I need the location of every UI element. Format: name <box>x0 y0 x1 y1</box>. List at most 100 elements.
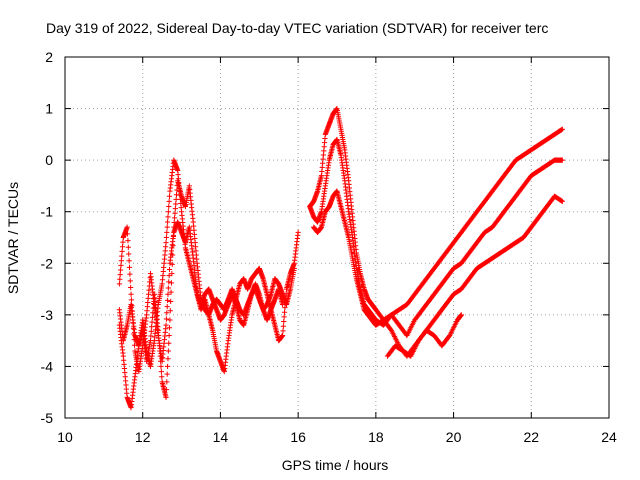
data-series <box>116 105 565 411</box>
data-point <box>156 338 162 344</box>
y-tick-label: -2 <box>41 255 54 271</box>
data-point <box>118 262 124 268</box>
data-point <box>168 280 175 286</box>
data-point <box>281 309 288 315</box>
data-point <box>164 297 171 304</box>
data-point <box>117 272 123 278</box>
data-point <box>170 252 176 258</box>
data-point <box>163 234 170 241</box>
data-point <box>150 305 156 311</box>
data-point <box>151 296 157 302</box>
data-point <box>157 358 164 364</box>
data-point <box>166 279 172 285</box>
data-point <box>166 203 172 210</box>
data-point <box>280 328 286 334</box>
data-point <box>164 229 170 235</box>
data-point <box>126 264 133 271</box>
data-point <box>163 394 169 400</box>
data-point <box>125 244 131 250</box>
data-point <box>165 209 171 215</box>
data-point <box>280 332 286 339</box>
data-point <box>148 328 154 334</box>
data-point <box>155 327 161 333</box>
data-point <box>149 314 156 321</box>
data-point <box>163 322 169 328</box>
data-point <box>164 379 170 385</box>
x-tick-label: 10 <box>57 429 73 445</box>
data-point <box>281 318 287 325</box>
y-tick-label: -4 <box>41 358 54 374</box>
data-point <box>173 192 180 198</box>
data-point <box>127 271 133 277</box>
data-point <box>156 332 162 339</box>
data-point <box>166 193 173 199</box>
data-point <box>172 210 178 216</box>
data-point <box>281 314 287 320</box>
data-point <box>165 356 171 362</box>
data-point <box>116 281 122 287</box>
data-point <box>156 343 163 349</box>
data-point <box>558 127 565 133</box>
data-point <box>119 253 125 259</box>
data-point <box>149 324 155 330</box>
data-point <box>119 244 126 250</box>
data-point <box>163 316 170 322</box>
data-point <box>158 363 164 370</box>
data-point <box>166 325 173 331</box>
data-point <box>131 342 138 348</box>
series-7 <box>384 312 464 359</box>
x-tick-labels: 10 12 14 16 18 20 22 24 <box>57 429 617 445</box>
x-tick-label: 18 <box>368 429 384 445</box>
data-point <box>559 157 565 163</box>
plot-frame <box>64 56 610 419</box>
data-point <box>170 233 177 240</box>
data-point <box>148 333 154 339</box>
data-point <box>159 374 165 380</box>
data-point <box>458 312 464 318</box>
data-point <box>124 231 131 237</box>
series-6 <box>311 188 565 359</box>
data-point <box>120 239 126 245</box>
data-point <box>126 251 132 257</box>
series-4 <box>307 105 565 323</box>
data-point <box>559 126 565 132</box>
x-axis-label: GPS time / hours <box>282 457 389 473</box>
series-3 <box>116 157 286 370</box>
data-point <box>173 201 179 207</box>
data-point <box>164 224 170 230</box>
data-point <box>118 258 124 264</box>
data-point <box>164 304 170 310</box>
x-tick-label: 20 <box>446 429 462 445</box>
data-point <box>157 353 163 359</box>
data-point <box>165 285 171 291</box>
chart-title: Day 319 of 2022, Sidereal Day-to-day VTE… <box>46 20 548 36</box>
data-point <box>163 240 169 246</box>
data-point <box>128 297 135 303</box>
x-tick-label: 22 <box>523 429 539 445</box>
data-point <box>168 289 174 295</box>
data-point <box>169 271 175 277</box>
data-point <box>166 273 172 279</box>
data-point <box>166 340 172 346</box>
data-point <box>157 348 163 354</box>
data-point <box>158 368 164 375</box>
y-tick-label: 2 <box>45 49 53 65</box>
data-point <box>125 237 131 244</box>
data-point <box>126 258 132 264</box>
data-point <box>166 266 173 273</box>
data-point <box>558 198 565 204</box>
data-point <box>167 317 173 323</box>
y-tick-label: -3 <box>41 307 54 323</box>
data-point <box>170 243 176 249</box>
y-axis-label: SDTVAR / TECUs <box>5 182 21 294</box>
data-point <box>164 371 170 377</box>
series-2 <box>116 178 297 411</box>
data-point <box>166 198 172 204</box>
data-point <box>282 305 288 311</box>
data-point <box>169 261 175 267</box>
data-point <box>171 219 177 226</box>
y-tick-label: -1 <box>41 204 54 220</box>
data-point <box>165 348 171 354</box>
